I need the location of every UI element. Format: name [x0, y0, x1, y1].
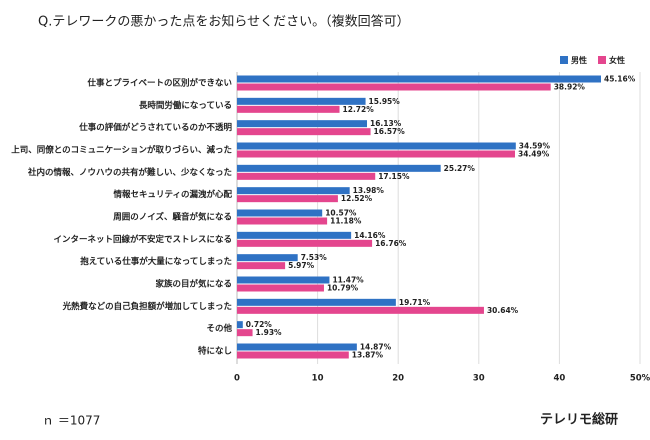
bar [237, 262, 286, 270]
x-tick-label: 0 [234, 374, 240, 384]
y-tick-label: 周囲のノイズ、騒音が気になる [113, 212, 232, 223]
value-label: 12.72% [343, 105, 375, 114]
value-label: 13.87% [352, 351, 384, 360]
bar [237, 164, 441, 172]
value-label: 12.52% [341, 194, 373, 203]
y-tick-label: 社内の情報、ノウハウの共有が難しい、少なくなった [27, 167, 232, 178]
x-tick-label: 20 [392, 374, 404, 384]
bar [237, 195, 338, 203]
y-tick-label: 長時間労働になっている [139, 100, 232, 111]
bar [237, 128, 371, 136]
sample-size: ｎ ＝1077 [42, 414, 100, 428]
value-label: 34.59% [519, 142, 551, 151]
value-label: 14.16% [354, 231, 386, 240]
bar [237, 97, 366, 105]
value-label: 14.87% [360, 343, 392, 352]
bar [237, 239, 373, 247]
y-tick-label: インターネット回線が不安定でストレスになる [53, 234, 232, 245]
y-tick-label: 抱えている仕事が大量になってしまった [80, 256, 232, 267]
bar [237, 329, 253, 337]
value-label: 30.64% [487, 306, 519, 315]
y-tick-label: 情報セキュリティの漏洩が心配 [113, 189, 233, 200]
x-tick-label: 50% [630, 374, 650, 384]
value-label: 19.71% [399, 298, 431, 307]
bar [237, 284, 324, 292]
y-tick-label: 上司、同僚とのコミュニケーションが取りづらい、減った [11, 145, 232, 156]
bar [237, 254, 298, 262]
brand-logo: テレリモ総研 [540, 412, 618, 428]
value-label: 16.57% [374, 127, 406, 136]
bar [237, 276, 330, 284]
bar [237, 351, 349, 359]
legend-label: 女性 [609, 55, 625, 65]
bar [237, 187, 350, 195]
bar [237, 343, 357, 351]
value-label: 25.27% [444, 164, 476, 173]
value-label: 10.79% [327, 284, 359, 293]
bar [237, 298, 396, 306]
y-tick-label: 仕事とプライベートの区別ができない [86, 78, 232, 89]
bar [237, 321, 243, 329]
y-tick-label: 家族の目が気になる [155, 279, 232, 290]
value-label: 11.47% [332, 276, 364, 285]
value-label: 38.92% [554, 83, 586, 92]
bar [237, 83, 551, 91]
bar [237, 209, 323, 217]
y-tick-label: その他 [206, 323, 232, 334]
bar [237, 120, 368, 128]
value-label: 1.93% [256, 328, 283, 337]
bar [237, 306, 484, 314]
bar [237, 231, 352, 239]
value-label: 16.76% [375, 239, 407, 248]
x-tick-label: 10 [312, 374, 324, 384]
legend-label: 男性 [571, 55, 587, 65]
value-label: 34.49% [518, 150, 550, 159]
value-label: 16.13% [370, 119, 402, 128]
bar [237, 75, 601, 83]
x-tick-label: 40 [553, 374, 565, 384]
value-label: 13.98% [353, 186, 385, 195]
value-label: 0.72% [246, 320, 273, 329]
value-label: 10.57% [325, 209, 357, 218]
value-label: 7.53% [301, 253, 328, 262]
bar [237, 172, 376, 180]
legend-swatch [560, 56, 568, 64]
y-tick-label: 特になし [198, 346, 232, 357]
value-label: 15.95% [369, 97, 401, 106]
bar [237, 142, 516, 150]
bar [237, 217, 328, 225]
y-tick-label: 光熱費などの自己負担額が増加してしまった [62, 301, 232, 312]
value-label: 5.97% [288, 261, 315, 270]
chart-title: Q.テレワークの悪かった点をお知らせください。（複数回答可） [38, 14, 410, 30]
value-label: 11.18% [330, 217, 362, 226]
value-label: 17.15% [378, 172, 410, 181]
bar [237, 105, 340, 113]
bar [237, 150, 515, 158]
value-label: 45.16% [604, 75, 636, 84]
legend-swatch [598, 56, 606, 64]
x-tick-label: 30 [473, 374, 485, 384]
y-tick-label: 仕事の評価がどうされているのか不透明 [78, 122, 232, 133]
